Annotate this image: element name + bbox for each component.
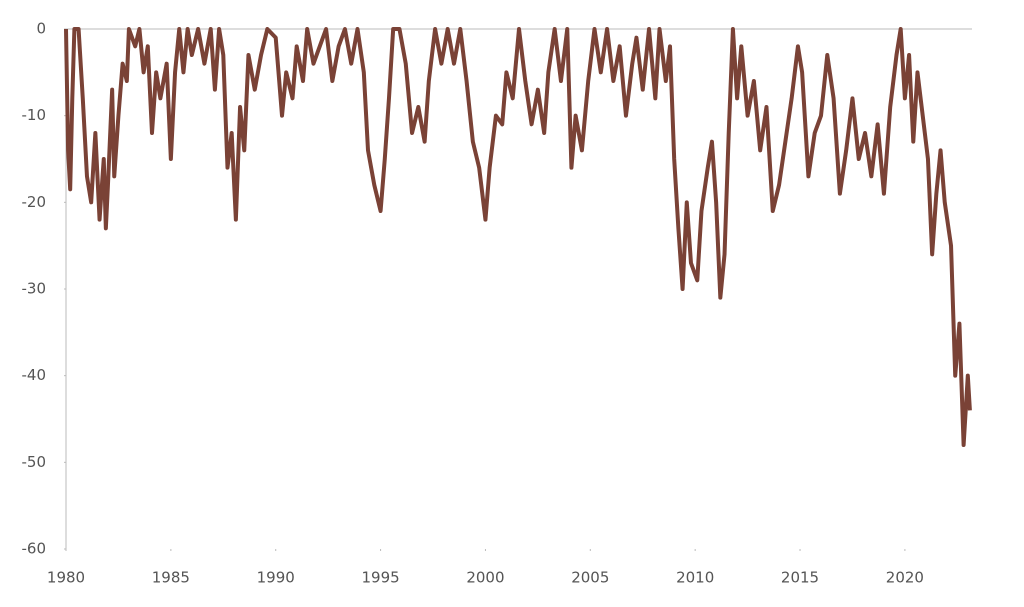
x-tick-label: 2020 — [886, 569, 924, 587]
x-tick-label: 2000 — [466, 569, 504, 587]
y-tick-label: -60 — [22, 540, 47, 558]
x-tick-label: 1985 — [152, 569, 190, 587]
x-tick-label: 2005 — [571, 569, 609, 587]
y-tick-label: -10 — [22, 106, 47, 124]
series-line — [64, 27, 972, 447]
y-tick-label: -30 — [22, 280, 47, 298]
x-tick-label: 1980 — [47, 569, 85, 587]
x-tick-label: 2015 — [781, 569, 819, 587]
x-tick-label: 1990 — [257, 569, 295, 587]
y-tick-label: 0 — [36, 20, 46, 38]
x-tick-label: 2010 — [676, 569, 714, 587]
y-tick-label: -40 — [22, 366, 47, 384]
y-tick-label: -20 — [22, 193, 47, 211]
y-tick-label: -50 — [22, 453, 47, 471]
x-tick-label: 1995 — [361, 569, 399, 587]
